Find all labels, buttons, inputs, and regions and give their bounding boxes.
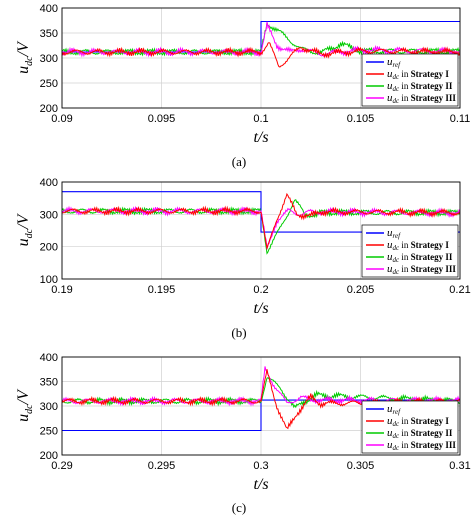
legend-entry: udc in Strategy II <box>387 251 453 264</box>
x-tick-label: 0.305 <box>347 460 375 472</box>
x-tick-label: 0.3 <box>253 460 268 472</box>
y-tick-label: 200 <box>40 450 58 462</box>
y-tick-label: 400 <box>40 352 58 364</box>
y-tick-label: 250 <box>40 426 58 438</box>
chart-panel-a: 0.09 0.095 0.1 0.105 0.11 200 250 300 350 400 t/s u… <box>15 3 470 169</box>
x-axis-label: t/s <box>253 476 268 493</box>
legend-entry: udc in Strategy I <box>387 239 449 252</box>
y-tick-label: 100 <box>40 274 58 286</box>
legend-entry: uref <box>387 403 401 416</box>
chart-panel-b: 0.19 0.195 0.2 0.205 0.21 100 200 300 400 t/s udc/… <box>15 177 471 340</box>
x-tick-label: 0.31 <box>449 460 470 472</box>
x-tick-label: 0.295 <box>148 460 176 472</box>
series-line-3 <box>62 205 460 250</box>
legend-entry: uref <box>387 56 401 69</box>
x-tick-label: 0.21 <box>449 284 470 296</box>
y-tick-label: 300 <box>40 53 58 65</box>
legend-entry: udc in Strategy III <box>387 92 456 105</box>
x-tick-label: 0.11 <box>450 113 471 125</box>
x-tick-label: 0.09 <box>51 113 72 125</box>
panel-caption: (b) <box>231 325 246 340</box>
y-tick-label: 200 <box>40 103 58 115</box>
y-tick-label: 200 <box>40 242 58 254</box>
series-line-1 <box>62 42 460 68</box>
legend-entry: udc in Strategy I <box>387 415 449 428</box>
legend-entry: udc in Strategy I <box>387 68 449 81</box>
series-line-2 <box>62 22 460 57</box>
x-axis-label: t/s <box>253 300 268 317</box>
series-line-1 <box>62 192 460 251</box>
legend-entry: udc in Strategy III <box>387 263 456 276</box>
legend-entry: uref <box>387 227 401 240</box>
x-tick-label: 0.1 <box>253 113 268 125</box>
x-tick-label: 0.195 <box>148 284 176 296</box>
x-tick-label: 0.105 <box>347 113 375 125</box>
y-tick-label: 350 <box>40 377 58 389</box>
y-axis-label: udc/V <box>15 388 35 422</box>
plot-frame <box>61 181 461 280</box>
x-tick-label: 0.29 <box>51 460 72 472</box>
y-axis-label: udc/V <box>15 40 35 74</box>
x-tick-label: 0.095 <box>148 113 176 125</box>
plot-frame <box>61 7 461 109</box>
legend-entry: udc in Strategy II <box>387 80 453 93</box>
plot-frame <box>61 356 461 456</box>
y-tick-label: 250 <box>40 78 58 90</box>
y-axis-label: udc/V <box>15 212 35 246</box>
y-tick-label: 350 <box>40 28 58 40</box>
x-axis-label: t/s <box>253 129 268 146</box>
x-tick-label: 0.205 <box>347 284 375 296</box>
x-tick-label: 0.19 <box>51 284 72 296</box>
y-tick-label: 400 <box>40 177 58 189</box>
y-tick-label: 300 <box>40 209 58 221</box>
panel-caption: (c) <box>232 500 246 515</box>
panel-caption: (a) <box>232 154 246 169</box>
y-tick-label: 400 <box>40 3 58 15</box>
y-tick-label: 300 <box>40 401 58 413</box>
legend-entry: udc in Strategy II <box>387 427 453 440</box>
chart-panel-c: 0.29 0.295 0.3 0.305 0.31 200 250 300 350 400 t/s u… <box>15 352 471 515</box>
x-tick-label: 0.2 <box>253 284 268 296</box>
legend-entry: udc in Strategy III <box>387 439 456 452</box>
